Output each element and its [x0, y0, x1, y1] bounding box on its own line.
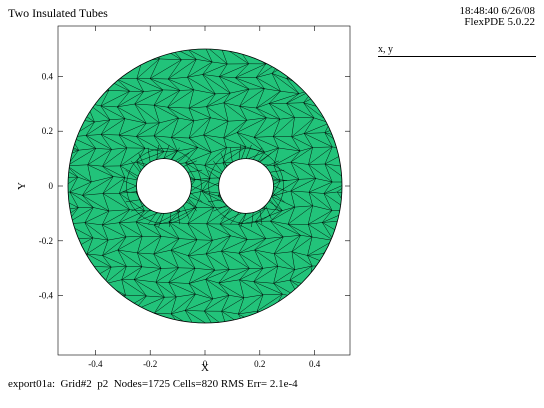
footer-order: p2: [97, 378, 109, 390]
x-tick-label: 0.4: [309, 359, 321, 369]
ticks-group: -0.4 -0.2 0 0.2 0.4 0.4 0.2 0 -0.2 -0.4: [39, 26, 350, 369]
footer-nodes: Nodes=1725: [113, 378, 171, 390]
y-tick-label: -0.4: [39, 291, 54, 301]
y-tick-label: 0.2: [42, 126, 53, 136]
footer-grid: Grid#2: [60, 378, 92, 390]
y-tick-label: 0: [49, 181, 54, 191]
footer-error: RMS Err= 2.1e-4: [220, 378, 298, 390]
plot-title: Two Insulated Tubes: [8, 6, 108, 20]
y-axis-label: Y: [16, 182, 28, 190]
x-tick-label: -0.4: [88, 359, 103, 369]
mesh-group: [67, 48, 343, 324]
footer-status: export01a: Grid#2 p2 Nodes=1725 Cells=82…: [8, 378, 298, 390]
plot-frame: [57, 25, 351, 356]
version-label: FlexPDE 5.0.22: [464, 16, 535, 28]
x-axis-label: X: [201, 362, 209, 374]
footer-problem: export01a:: [8, 378, 56, 390]
x-tick-label: 0.2: [254, 359, 265, 369]
y-tick-label: -0.2: [39, 236, 53, 246]
x-tick-label: 0: [203, 359, 208, 369]
legend-label: x, y: [378, 44, 393, 55]
timestamp: 18:48:40 6/26/08: [459, 5, 535, 17]
timestamp-block: 18:48:40 6/26/08 FlexPDE 5.0.22: [460, 6, 535, 28]
x-tick-label: -0.2: [143, 359, 157, 369]
y-tick-label: 0.4: [42, 71, 54, 81]
legend-divider: [378, 56, 536, 57]
footer-cells: Cells=820: [172, 378, 219, 390]
